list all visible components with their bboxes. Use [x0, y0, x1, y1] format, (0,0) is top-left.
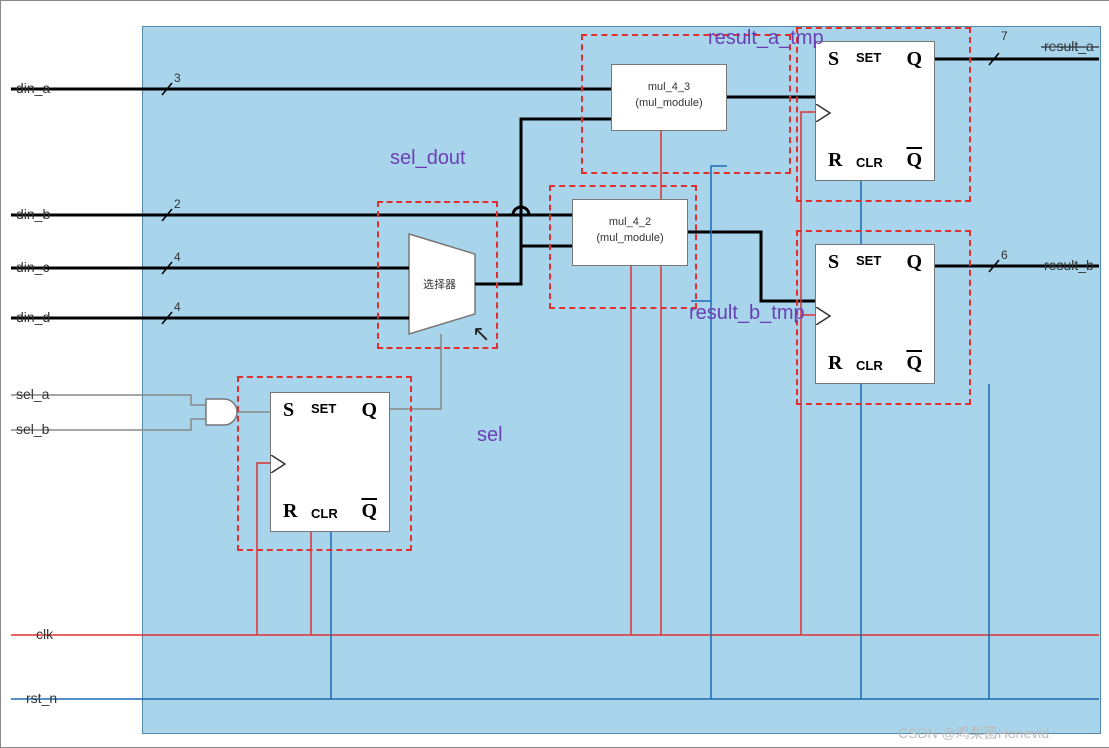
- cursor-icon: ↖: [472, 321, 490, 347]
- block-ff-sel: SSETQRCLRQ: [270, 392, 390, 532]
- mul-4-3-type: (mul_module): [612, 97, 726, 109]
- bus-width-din-c: 4: [174, 250, 181, 264]
- bus-width-din-a: 3: [174, 71, 181, 85]
- port-sel-b-label: sel_b: [16, 421, 49, 437]
- bus-width-result-a: 7: [1001, 29, 1008, 43]
- mul-4-2-type: (mul_module): [573, 232, 687, 244]
- annotation-sel-dout: sel_dout: [390, 147, 466, 170]
- block-mul-4-3: mul_4_3 (mul_module): [611, 64, 727, 131]
- mul-4-2-name: mul_4_2: [573, 216, 687, 228]
- bus-width-result-b: 6: [1001, 248, 1008, 262]
- port-sel-a-label: sel_a: [16, 386, 49, 402]
- port-din-c-label: din_c: [16, 259, 49, 275]
- port-result-a-label: result_a: [1044, 38, 1094, 54]
- bus-width-din-d: 4: [174, 300, 181, 314]
- port-result-b-label: result_b: [1044, 257, 1094, 273]
- port-din-b-label: din_b: [16, 206, 50, 222]
- port-clk-label: clk: [36, 626, 53, 642]
- diagram-canvas: mul_4_3 (mul_module) mul_4_2 (mul_module…: [0, 0, 1109, 748]
- port-din-a-label: din_a: [16, 80, 50, 96]
- block-mul-4-2: mul_4_2 (mul_module): [572, 199, 688, 266]
- annotation-result-a-tmp: result_a_tmp: [708, 27, 824, 50]
- port-din-d-label: din_d: [16, 309, 50, 325]
- mul-4-3-name: mul_4_3: [612, 81, 726, 93]
- bus-width-din-b: 2: [174, 197, 181, 211]
- annotation-sel: sel: [477, 424, 503, 447]
- block-ff-a: SSETQRCLRQ: [815, 41, 935, 181]
- watermark: CSDN @鸡梨菌Honevid: [898, 723, 1049, 743]
- port-rst-n-label: rst_n: [26, 690, 57, 706]
- annotation-result-b-tmp: result_b_tmp: [689, 302, 805, 325]
- mux-label: 选择器: [423, 276, 456, 292]
- block-ff-b: SSETQRCLRQ: [815, 244, 935, 384]
